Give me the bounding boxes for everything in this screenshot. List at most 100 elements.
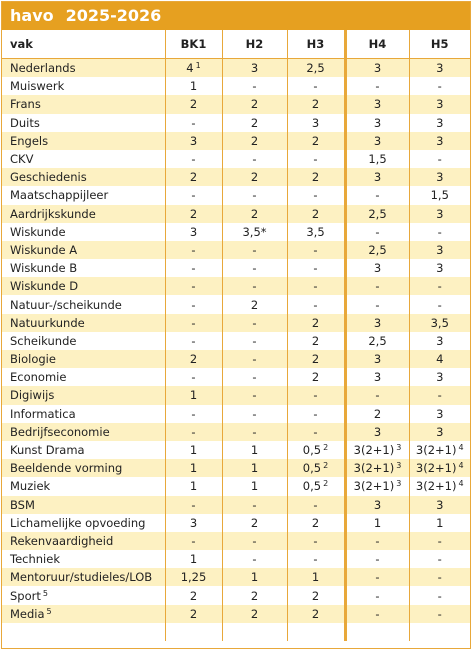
table-row: BSM - - - 3 3 [2,495,470,514]
footnote-ref: 4 [458,479,464,489]
hours-cell: 3 [408,95,470,114]
cell-text: Nederlands [10,61,76,76]
hours-cell: - [408,295,470,314]
cell-text: 3 [373,61,382,76]
footnote-ref: 2 [323,479,329,489]
cell-text: Muiswerk [10,79,65,94]
footnote-ref: 2 [323,443,329,453]
cell-text: - [191,152,196,167]
footnote-ref: 5 [46,606,52,616]
cell-text: 3 [436,424,444,439]
cell-text: - [437,79,442,94]
hours-cell: - [343,295,410,314]
hours-cell: - [408,604,470,623]
cell-text: Rekenvaardigheid [10,533,114,548]
table: vak BK1 H2 H3 H4 H5 Nederlands 4 1 3 2,5 3 3 Muiswer… [2,30,470,641]
hours-cell: - [221,368,288,387]
cell-text: 2 [250,133,259,148]
subject-cell: Muiswerk [2,77,166,96]
table-row: Wiskunde A - - - 2,5 3 [2,240,470,260]
cell-text: 2,5 [368,333,387,348]
subject-cell: Engels [2,131,166,150]
empty-row [2,622,470,641]
cell-text: 2 [311,206,320,221]
hours-cell: - [343,277,410,296]
table-row: Aardrijkskunde 2 2 2 2,5 3 [2,204,470,223]
cell-text: Techniek [10,552,60,567]
hours-cell: - [408,531,470,551]
cell-text: 3 [373,424,382,439]
cell-text: 2 [189,170,198,185]
cell-text: 3,5* [242,224,267,239]
cell-text: 3 [373,170,382,185]
cell-text: - [191,424,196,439]
cell-text: 1 [189,79,198,94]
hours-cell: - [343,550,410,569]
hours-cell: 1 [164,386,223,405]
hours-cell: 2 [221,131,288,150]
subject-cell: Wiskunde [2,222,166,241]
cell-text: 1,5 [430,188,449,203]
cell-text: Media [10,606,45,621]
cell-text: 2 [250,170,259,185]
cell-text: - [313,242,318,257]
cell-text: - [191,297,196,312]
cell-text: - [191,333,196,348]
hours-cell: 2 [221,113,288,132]
hours-cell: 3 [343,495,410,514]
table-row: Natuurkunde - - 2 3 3,5 [2,313,470,332]
cell-text: 3 [436,97,444,112]
hours-cell: 3 [408,331,470,350]
hours-cell: - [221,350,288,369]
hours-cell: 3 [408,368,470,387]
table-row: Kunst Drama 1 1 0,5 2 3(2+1) 3 3(2+1) 4 [2,440,470,460]
cell-text: - [191,242,196,257]
cell-text: 2 [311,170,320,185]
subject-cell: BSM [2,495,166,514]
cell-text: 2 [189,206,198,221]
cell-text: - [252,552,257,567]
column-header: H2 [221,30,288,59]
cell-text: 3(2+1) [353,443,395,458]
cell-text: 3(2+1) [415,479,457,494]
hours-cell: - [164,368,223,387]
cell-text: 3 [436,170,444,185]
cell-text: 3 [311,115,320,130]
cell-text: - [313,261,318,276]
hours-cell: - [343,77,410,96]
hours-cell: - [164,186,223,205]
cell-text: 3 [436,133,444,148]
hours-cell: 1 [164,77,223,96]
table-row: Geschiedenis 2 2 2 3 3 [2,168,470,187]
cell-text: - [313,79,318,94]
empty-cell [286,622,346,641]
cell-text: - [437,552,442,567]
hours-cell: - [408,77,470,96]
cell-text: - [437,224,442,239]
hours-cell: 2 [164,168,223,187]
cell-text: 2 [311,606,320,621]
hours-cell: 1 [164,477,223,496]
cell-text: - [252,261,257,276]
hours-cell: 3(2+1) 4 [408,477,470,496]
subject-cell: Wiskunde D [2,277,166,296]
cell-text: 3(2+1) [353,461,395,476]
hours-cell: - [164,295,223,314]
table-row: Natuur-/scheikunde - 2 - - - [2,295,470,314]
footnote-ref: 3 [396,479,402,489]
subject-cell: Muziek [2,477,166,496]
column-header: H5 [408,30,470,59]
cell-text: 3 [250,61,259,76]
cell-text: 0,5 [302,443,322,458]
table-row: Beeldende vorming 1 1 0,5 2 3(2+1) 3 3(2+1) 4 [2,459,470,478]
hours-cell: - [343,186,410,205]
hours-cell: 3 [164,222,223,241]
cell-text: 1 [250,461,259,476]
cell-text: CKV [10,152,34,167]
hours-cell: 3 [408,259,470,278]
empty-cell [408,622,470,641]
hours-cell: - [408,277,470,296]
cell-text: 2 [311,588,320,603]
subject-cell: Natuur-/scheikunde [2,295,166,314]
hours-cell: 3 [408,168,470,187]
